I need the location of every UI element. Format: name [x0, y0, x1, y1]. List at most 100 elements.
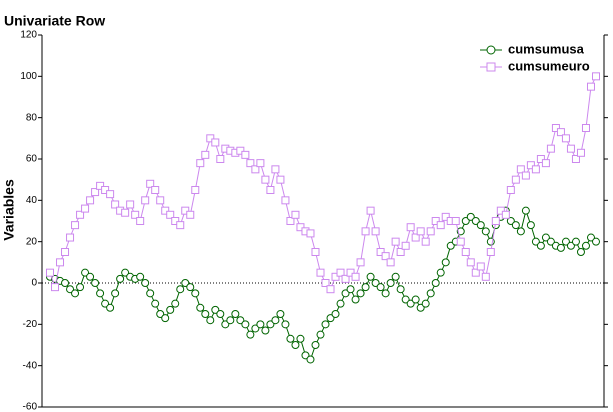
- y-tick-label: 0: [31, 278, 37, 289]
- point: [251, 324, 260, 333]
- point: [586, 82, 595, 91]
- point: [386, 258, 395, 267]
- point: [296, 223, 305, 232]
- point: [176, 285, 185, 294]
- point: [396, 248, 405, 256]
- point: [76, 283, 85, 292]
- point: [511, 221, 520, 230]
- point: [566, 241, 575, 250]
- point: [121, 208, 130, 217]
- y-tick-label: 100: [20, 71, 37, 82]
- point: [341, 274, 350, 283]
- point: [476, 221, 485, 230]
- point: [521, 171, 530, 180]
- point: [566, 144, 575, 153]
- point: [516, 227, 525, 236]
- point: [491, 217, 500, 225]
- point: [211, 138, 220, 147]
- point: [111, 289, 120, 298]
- point: [261, 175, 270, 184]
- point: [456, 237, 465, 246]
- point: [91, 279, 100, 287]
- point: [81, 268, 90, 277]
- point: [201, 150, 210, 159]
- point: [151, 186, 160, 194]
- point: [391, 237, 400, 246]
- point: [311, 248, 320, 256]
- point: [151, 299, 160, 308]
- point: [406, 299, 415, 308]
- point: [531, 237, 540, 246]
- point: [276, 310, 285, 318]
- y-tick-label: 60: [26, 154, 38, 165]
- point: [271, 165, 280, 174]
- point: [351, 295, 360, 304]
- point: [531, 165, 540, 174]
- point: [336, 268, 345, 277]
- point: [66, 285, 75, 294]
- point: [346, 268, 355, 277]
- point: [586, 233, 595, 242]
- point: [466, 258, 475, 267]
- point: [246, 159, 255, 168]
- point: [461, 217, 470, 225]
- point: [191, 289, 200, 298]
- legend-label: cumsumeuro: [508, 58, 590, 73]
- point: [216, 310, 225, 318]
- point: [541, 159, 550, 168]
- point: [421, 299, 430, 308]
- point: [556, 243, 565, 252]
- point: [71, 289, 80, 298]
- point: [371, 279, 380, 287]
- point: [211, 305, 220, 314]
- y-tick-label: -60: [23, 402, 38, 412]
- point: [361, 227, 370, 236]
- point: [496, 206, 505, 215]
- point: [516, 165, 525, 174]
- point: [236, 146, 245, 155]
- point: [186, 210, 195, 219]
- point: [46, 268, 54, 277]
- point: [71, 221, 80, 230]
- point: [61, 248, 70, 256]
- point: [201, 310, 210, 318]
- point: [61, 279, 70, 287]
- point: [186, 283, 195, 292]
- point: [476, 262, 485, 271]
- point: [446, 241, 455, 250]
- point: [166, 210, 175, 219]
- point: [101, 299, 110, 308]
- point: [181, 279, 190, 287]
- point: [256, 320, 265, 329]
- point: [336, 299, 345, 308]
- point: [146, 179, 155, 188]
- point: [431, 217, 440, 225]
- point: [461, 248, 470, 256]
- point: [256, 159, 265, 168]
- point: [81, 204, 90, 213]
- point: [231, 310, 240, 318]
- point: [116, 274, 125, 283]
- point: [316, 268, 325, 277]
- point: [416, 303, 425, 312]
- point: [426, 227, 435, 236]
- point: [592, 237, 600, 246]
- point: [376, 248, 385, 256]
- point: [546, 237, 555, 246]
- point: [576, 148, 585, 157]
- point: [131, 210, 140, 219]
- point: [246, 330, 255, 339]
- point: [136, 217, 145, 225]
- point: [431, 279, 440, 287]
- point: [376, 283, 385, 292]
- point: [161, 206, 170, 215]
- point: [401, 295, 410, 304]
- point: [541, 233, 550, 242]
- point: [296, 334, 305, 343]
- point: [56, 258, 65, 267]
- point: [471, 268, 480, 277]
- plot-area: [41, 35, 605, 408]
- point: [161, 314, 170, 323]
- point: [306, 229, 315, 238]
